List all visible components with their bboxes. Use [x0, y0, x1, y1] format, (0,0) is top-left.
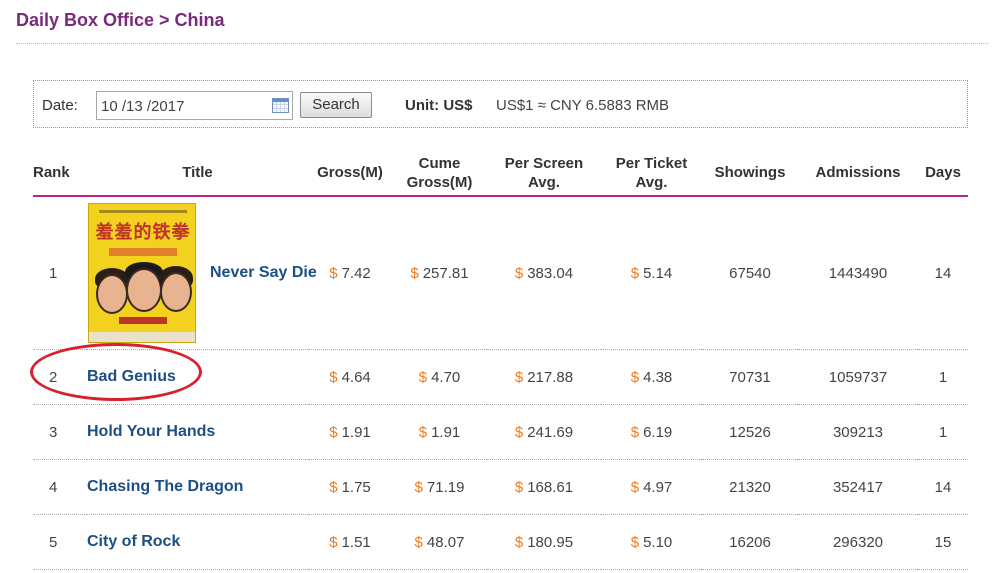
title-cell: City of Rock — [87, 514, 308, 570]
title-divider — [16, 43, 988, 44]
movie-poster[interactable]: 羞羞的铁拳 — [88, 203, 196, 343]
gross-cell: $4.64 — [308, 349, 392, 405]
gross-cell: $1.51 — [308, 514, 392, 570]
showings-cell: 70731 — [702, 349, 798, 405]
per-screen-cell: $217.88 — [487, 349, 601, 405]
admissions-cell: 352417 — [798, 459, 918, 515]
admissions-cell: 309213 — [798, 404, 918, 460]
column-header-cume-gross: Cume Gross(M) — [392, 150, 487, 197]
filter-bar: Date: 10 /13 /2017 Search Unit: US$ US$1… — [33, 80, 968, 128]
table-row: 3 Hold Your Hands $1.91 $1.91 $241.69 $6… — [33, 404, 968, 460]
per-screen-cell: $383.04 — [487, 196, 601, 350]
per-screen-cell: $241.69 — [487, 404, 601, 460]
per-ticket-cell: $5.14 — [601, 196, 702, 350]
gross-cell: $1.91 — [308, 404, 392, 460]
cume-gross-cell: $1.91 — [392, 404, 487, 460]
admissions-cell: 296320 — [798, 514, 918, 570]
per-ticket-cell: $5.10 — [601, 514, 702, 570]
page-title: Daily Box Office > China — [16, 10, 225, 30]
movie-title-link[interactable]: Hold Your Hands — [87, 423, 216, 440]
days-cell: 14 — [918, 459, 968, 515]
search-button[interactable]: Search — [300, 92, 372, 118]
date-label: Date: — [42, 97, 78, 114]
rank-cell: 1 — [33, 196, 87, 350]
date-value: 10 /13 /2017 — [101, 98, 185, 115]
date-input[interactable]: 10 /13 /2017 — [96, 91, 293, 120]
cume-gross-cell: $257.81 — [392, 196, 487, 350]
title-cell: Hold Your Hands — [87, 404, 308, 460]
movie-title-link[interactable]: Chasing The Dragon — [87, 478, 244, 495]
cume-gross-cell: $48.07 — [392, 514, 487, 570]
column-header-per-ticket: Per Ticket Avg. — [601, 150, 702, 197]
rank-cell: 4 — [33, 459, 87, 515]
table-row: 5 City of Rock $1.51 $48.07 $180.95 $5.1… — [33, 514, 968, 570]
rank-cell: 5 — [33, 514, 87, 570]
per-ticket-cell: $6.19 — [601, 404, 702, 460]
movie-title-link[interactable]: Bad Genius — [87, 368, 176, 385]
movie-title-link[interactable]: Never Say Die — [210, 264, 317, 281]
table-header: Rank Title Gross(M) Cume Gross(M) Per Scr… — [33, 150, 968, 197]
per-ticket-cell: $4.38 — [601, 349, 702, 405]
showings-cell: 16206 — [702, 514, 798, 570]
cume-gross-cell: $4.70 — [392, 349, 487, 405]
column-header-admissions: Admissions — [798, 150, 918, 197]
exchange-rate: US$1 ≈ CNY 6.5883 RMB — [496, 97, 670, 114]
per-screen-cell: $168.61 — [487, 459, 601, 515]
rank-cell: 3 — [33, 404, 87, 460]
table-row: 2 Bad Genius $4.64 $4.70 $217.88 $4.38 7… — [33, 349, 968, 405]
column-header-days: Days — [918, 150, 968, 197]
days-cell: 15 — [918, 514, 968, 570]
unit-label: Unit: US$ — [405, 97, 473, 114]
table-row: 4 Chasing The Dragon $1.75 $71.19 $168.6… — [33, 459, 968, 515]
cume-gross-cell: $71.19 — [392, 459, 487, 515]
calendar-icon[interactable] — [272, 98, 289, 113]
gross-cell: $1.75 — [308, 459, 392, 515]
showings-cell: 21320 — [702, 459, 798, 515]
days-cell: 1 — [918, 349, 968, 405]
column-header-gross: Gross(M) — [308, 150, 392, 197]
column-header-rank: Rank — [33, 150, 87, 197]
gross-cell: $7.42 — [308, 196, 392, 350]
admissions-cell: 1059737 — [798, 349, 918, 405]
per-screen-cell: $180.95 — [487, 514, 601, 570]
showings-cell: 12526 — [702, 404, 798, 460]
rank-cell: 2 — [33, 349, 87, 405]
per-ticket-cell: $4.97 — [601, 459, 702, 515]
showings-cell: 67540 — [702, 196, 798, 350]
admissions-cell: 1443490 — [798, 196, 918, 350]
title-cell: Chasing The Dragon — [87, 459, 308, 515]
days-cell: 1 — [918, 404, 968, 460]
days-cell: 14 — [918, 196, 968, 350]
title-cell: 羞羞的铁拳 Never Say Die — [87, 196, 317, 350]
movie-title-link[interactable]: City of Rock — [87, 533, 181, 550]
title-cell: Bad Genius — [87, 349, 308, 405]
column-header-per-screen: Per Screen Avg. — [487, 150, 601, 197]
table-row: 1 羞羞的铁拳 Ne — [33, 196, 968, 350]
column-header-title: Title — [87, 150, 308, 197]
box-office-table: Rank Title Gross(M) Cume Gross(M) Per Scr… — [33, 150, 968, 570]
column-header-showings: Showings — [702, 150, 798, 197]
